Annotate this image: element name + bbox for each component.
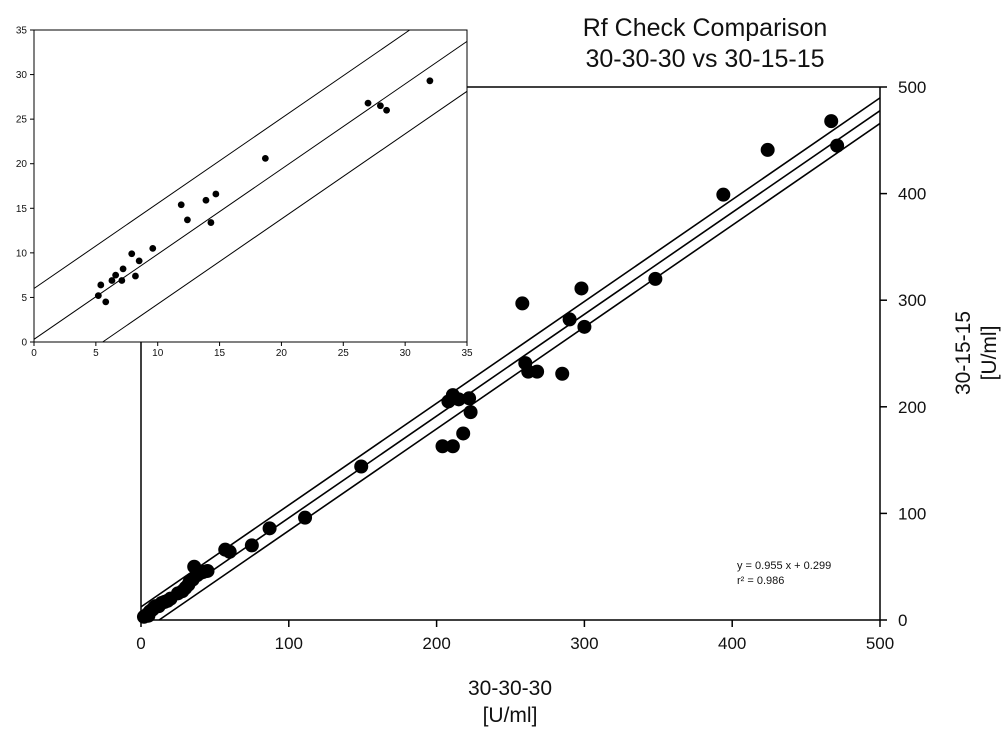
inset-data-point (108, 277, 116, 284)
inset-data-point (118, 277, 126, 284)
data-point (298, 510, 313, 525)
inset-data-point (132, 272, 139, 280)
inset-y-tick-label: 0 (21, 338, 27, 349)
y-axis-label: 30-15-15 (952, 311, 975, 395)
x-tick-label: 400 (718, 634, 746, 653)
regression-equation: y = 0.955 x + 0.299 (737, 560, 831, 572)
regression-line (140, 110, 881, 621)
inset-line (102, 90, 468, 343)
inset-x-tick-label: 35 (461, 348, 473, 359)
inset-data-point (112, 271, 120, 279)
inset-data-point (94, 292, 102, 300)
inset-line (33, 40, 468, 340)
inset-y-tick-label: 15 (16, 204, 28, 215)
data-point (555, 366, 570, 381)
inset-y-tick-label: 20 (16, 159, 28, 170)
x-tick-label: 0 (136, 634, 145, 653)
inset-data-point (383, 106, 390, 114)
inset-axis-ticks: 0 5 10 15 20 25 30 35 0 5 10 15 20 25 30 35 (16, 26, 473, 360)
data-point (463, 405, 478, 420)
inset-data-point (135, 257, 143, 265)
data-point (830, 138, 845, 153)
data-point (760, 142, 775, 157)
inset-frame (33, 29, 468, 343)
y-tick-label: 100 (898, 504, 926, 523)
x-tick-label: 500 (866, 634, 894, 653)
inset-x-tick-label: 20 (276, 348, 288, 359)
data-point (456, 426, 471, 441)
y-axis-unit: [U/ml] (978, 326, 1001, 381)
y-tick-label: 400 (898, 185, 926, 204)
data-point (824, 114, 839, 129)
x-tick-label: 100 (275, 634, 303, 653)
data-point (515, 296, 530, 311)
x-axis-label: 30-30-30 (468, 677, 552, 700)
regression-lower-band (158, 122, 881, 621)
data-point (716, 187, 731, 202)
inset-data-point (202, 196, 210, 204)
inset-lines (33, 29, 468, 343)
y-tick-label: 500 (898, 78, 926, 97)
inset-data-point (207, 219, 215, 226)
y-tick-label: 200 (898, 398, 926, 417)
data-point (574, 281, 589, 296)
data-point (262, 521, 277, 536)
x-tick-label: 200 (422, 634, 450, 653)
x-tick-label: 300 (570, 634, 598, 653)
inset-y-tick-label: 10 (16, 248, 28, 259)
regression-lines (140, 97, 881, 621)
inset-data-point (119, 265, 127, 273)
chart-title-line-1: Rf Check Comparison (583, 14, 828, 42)
data-point (462, 391, 477, 406)
inset-x-tick-label: 25 (338, 348, 350, 359)
data-point (354, 459, 369, 474)
data-point (435, 439, 450, 454)
inset-x-tick-label: 30 (400, 348, 412, 359)
regression-upper-band (140, 97, 881, 608)
inset-x-tick-label: 0 (31, 348, 37, 359)
main-data-points (136, 114, 845, 624)
y-tick-label: 0 (898, 611, 907, 630)
inset-data-point (364, 99, 372, 107)
inset-x-tick-label: 10 (152, 348, 164, 359)
data-point (200, 563, 215, 578)
data-point (445, 439, 460, 454)
inset-data-point (426, 77, 434, 85)
inset-data-point (261, 154, 269, 162)
inset-data-point (184, 216, 191, 224)
inset-line (33, 29, 410, 289)
inset-data-point (212, 190, 220, 198)
inset-data-point (102, 298, 110, 306)
data-point (451, 392, 466, 407)
inset-plot: 0 5 10 15 20 25 30 35 0 5 10 15 20 25 30 35 (16, 26, 473, 360)
inset-data-points (94, 77, 434, 306)
data-point (562, 312, 577, 327)
r-squared-value: r² = 0.986 (737, 575, 784, 587)
data-point (244, 538, 259, 553)
inset-data-point (377, 102, 384, 110)
inset-y-tick-label: 25 (16, 115, 28, 126)
inset-data-point (177, 201, 185, 209)
x-axis-unit: [U/ml] (483, 704, 538, 727)
inset-x-tick-label: 5 (93, 348, 99, 359)
inset-x-tick-label: 15 (214, 348, 226, 359)
chart-title-line-2: 30-30-30 vs 30-15-15 (585, 45, 824, 73)
y-tick-label: 300 (898, 291, 926, 310)
data-point (648, 271, 663, 286)
inset-data-point (149, 245, 157, 252)
data-point (577, 319, 592, 334)
inset-y-tick-label: 5 (21, 293, 27, 304)
inset-y-tick-label: 35 (16, 26, 28, 37)
data-point (222, 544, 237, 559)
data-point (530, 364, 545, 379)
inset-y-tick-label: 30 (16, 70, 28, 81)
inset-data-point (97, 281, 105, 289)
inset-data-point (128, 250, 136, 258)
